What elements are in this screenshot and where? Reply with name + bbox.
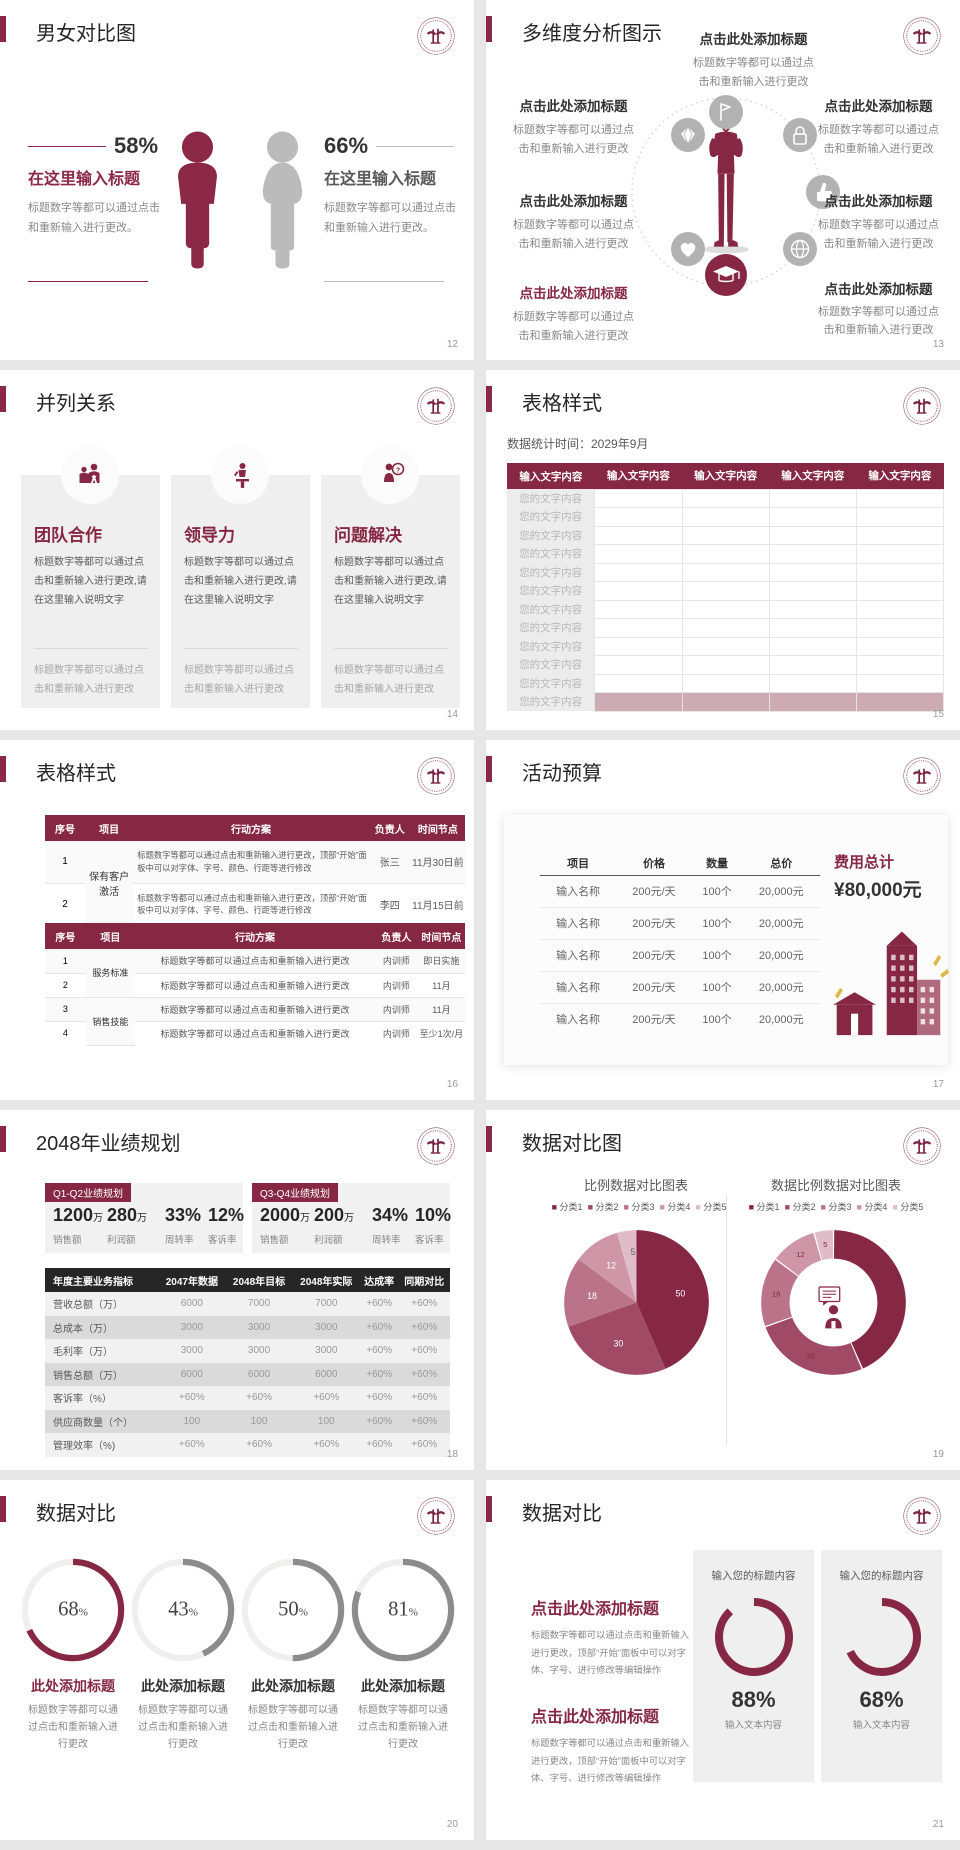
svg-text:30: 30 [614,1338,624,1348]
svg-text:?: ? [396,468,400,475]
svg-text:68%: 68% [58,1599,88,1621]
svg-text:12: 12 [606,1260,616,1270]
svg-text:30: 30 [806,1351,815,1360]
svg-text:50: 50 [676,1288,686,1298]
svg-text:50: 50 [885,1286,894,1295]
svg-text:18: 18 [587,1291,597,1301]
svg-text:5: 5 [823,1240,827,1249]
svg-text:18: 18 [772,1289,781,1298]
svg-text:43%: 43% [168,1599,198,1621]
svg-text:12: 12 [796,1250,805,1259]
svg-text:5: 5 [630,1247,635,1257]
svg-text:81%: 81% [388,1599,418,1621]
svg-text:50%: 50% [278,1599,308,1621]
